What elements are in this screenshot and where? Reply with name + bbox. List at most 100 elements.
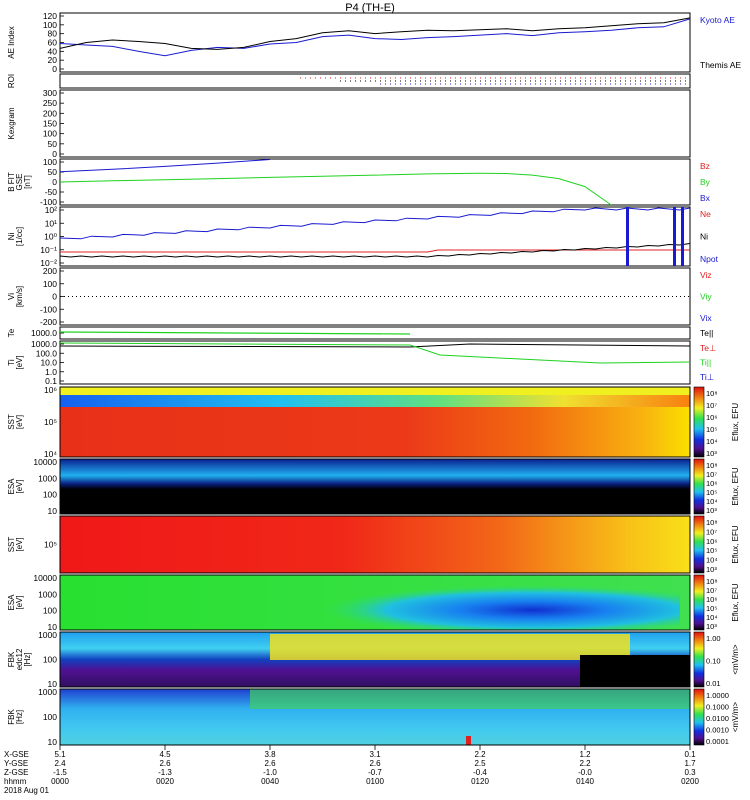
footer-value: 5.1: [54, 750, 66, 759]
colorbar-tick-label: 10⁸: [706, 518, 718, 527]
y-axis-label: [Hz]: [15, 710, 24, 724]
y-tick-label: 0: [52, 177, 57, 187]
footer-value: -1.5: [53, 768, 67, 777]
colorbar-label: Eflux, EFU: [731, 467, 740, 505]
y-axis-label: GSE: [15, 174, 24, 191]
colorbar-tick-label: 10⁵: [706, 488, 717, 497]
y-axis-label: Ti: [7, 359, 16, 366]
legend-entry: Ni: [700, 232, 708, 242]
y-axis-label: Ni: [7, 233, 16, 241]
colorbar-tick-label: 10⁷: [706, 401, 717, 410]
series-line-bx: [59, 159, 271, 173]
y-tick-label: 1000: [38, 630, 57, 640]
figure-title: P4 (TH-E): [345, 2, 395, 14]
y-axis-label: B FIT: [7, 172, 16, 192]
panel-sst2: 10⁵ SST [eV]: [7, 537, 64, 552]
colorbar-tick-label: 0.0010: [706, 726, 729, 735]
sst2-spectrogram: [60, 516, 690, 573]
te-line: [59, 331, 411, 335]
legend-entry: By: [700, 177, 711, 187]
y-tick-label: 10⁰: [44, 232, 57, 242]
y-tick-label: 10⁻²: [40, 258, 57, 268]
colorbar-tick-label: 1.0000: [706, 691, 729, 700]
y-tick-label: 1000.0: [31, 328, 57, 338]
panel-roi: ROI: [7, 73, 691, 89]
colorbar-strip: [693, 688, 705, 746]
esa2-blue-region: [260, 580, 680, 630]
y-axis-label: [Hz]: [23, 652, 32, 666]
legend-entry: Npot: [700, 254, 719, 264]
colorbar-tick-label: 10⁸: [706, 577, 718, 586]
footer-value: 0040: [261, 777, 279, 786]
legend-entry: Ti||: [700, 358, 711, 368]
colorbar-tick-label: 10⁷: [706, 470, 717, 479]
footer-value: -0.4: [473, 768, 487, 777]
colorbar-label: <mV/m>: [731, 644, 740, 675]
footer-value: 0.1: [684, 750, 696, 759]
sst1-top-band: [60, 387, 690, 395]
y-tick-label: 150: [43, 119, 57, 129]
legend-entry: Vix: [700, 313, 712, 323]
y-tick-label: 50: [48, 139, 58, 149]
footer-value: 2.4: [54, 759, 66, 768]
y-tick-label: 50: [48, 167, 58, 177]
colorbar-tick-label: 10⁸: [706, 389, 718, 398]
y-tick-label: 10²: [45, 205, 57, 215]
y-axis-label: Kexgram: [7, 107, 16, 139]
colorbar-strip: [693, 515, 705, 574]
footer-value: 1.2: [579, 750, 591, 759]
y-tick-label: 200: [43, 108, 57, 118]
colorbar-tick-label: 1.00: [706, 634, 721, 643]
footer-row-label: hhmm: [4, 777, 27, 786]
y-tick-label: 10.0: [40, 358, 57, 368]
colorbar-tick-label: 10³: [706, 565, 717, 574]
sst1-blue-band: [60, 395, 690, 407]
y-tick-label: 250: [43, 98, 57, 108]
panel-frame: [59, 515, 691, 574]
spectrograms: [59, 386, 691, 746]
legend-entry: Bx: [700, 193, 711, 203]
y-tick-label: 1000.0: [31, 339, 57, 349]
ne-line: [60, 249, 690, 253]
y-tick-label: 10: [48, 506, 58, 516]
footer-value: -1.0: [263, 768, 277, 777]
colorbar-tick-label: 10⁸: [706, 461, 718, 470]
y-tick-label: 0: [52, 64, 57, 74]
y-tick-label: 200: [43, 266, 57, 276]
colorbar-tick-label: 10³: [706, 449, 717, 458]
y-axis-label: [eV]: [15, 415, 24, 429]
footer-value: 4.5: [159, 750, 171, 759]
colorbar-tick-label: 10⁶: [706, 479, 717, 488]
y-tick-label: 100: [43, 279, 57, 289]
ti-black-line: [59, 343, 691, 348]
npot-spike: [673, 207, 676, 266]
series-line-themis-ae: [59, 17, 691, 50]
ni-line: [59, 243, 691, 258]
footer-value: 0020: [156, 777, 174, 786]
panel-frame: [59, 158, 691, 206]
footer-value: 2.2: [474, 750, 486, 759]
series-line-kyoto-ae: [59, 18, 691, 57]
panel-frame: [59, 267, 691, 326]
colorbar-tick-label: 0.0001: [706, 737, 729, 746]
y-tick-label: 1000: [38, 589, 57, 599]
y-tick-label: 10: [48, 737, 58, 747]
y-axis-label: [eV]: [15, 595, 24, 609]
y-axis-label: SST: [7, 414, 16, 430]
colorbar-tick-label: 0.1000: [706, 703, 729, 712]
y-tick-label: 100.0: [36, 348, 58, 358]
colorbar-strip: [693, 631, 705, 688]
footer-value: 0100: [366, 777, 384, 786]
colorbar-tick-label: 10⁷: [706, 586, 717, 595]
y-tick-label: 100: [43, 129, 57, 139]
colorbar-tick-label: 10⁴: [706, 556, 718, 565]
y-axis-label: edc12: [15, 648, 24, 670]
npot-spike: [626, 207, 629, 266]
y-tick-label: 1000: [38, 687, 57, 697]
colorbar-tick-label: 10⁴: [706, 497, 718, 506]
